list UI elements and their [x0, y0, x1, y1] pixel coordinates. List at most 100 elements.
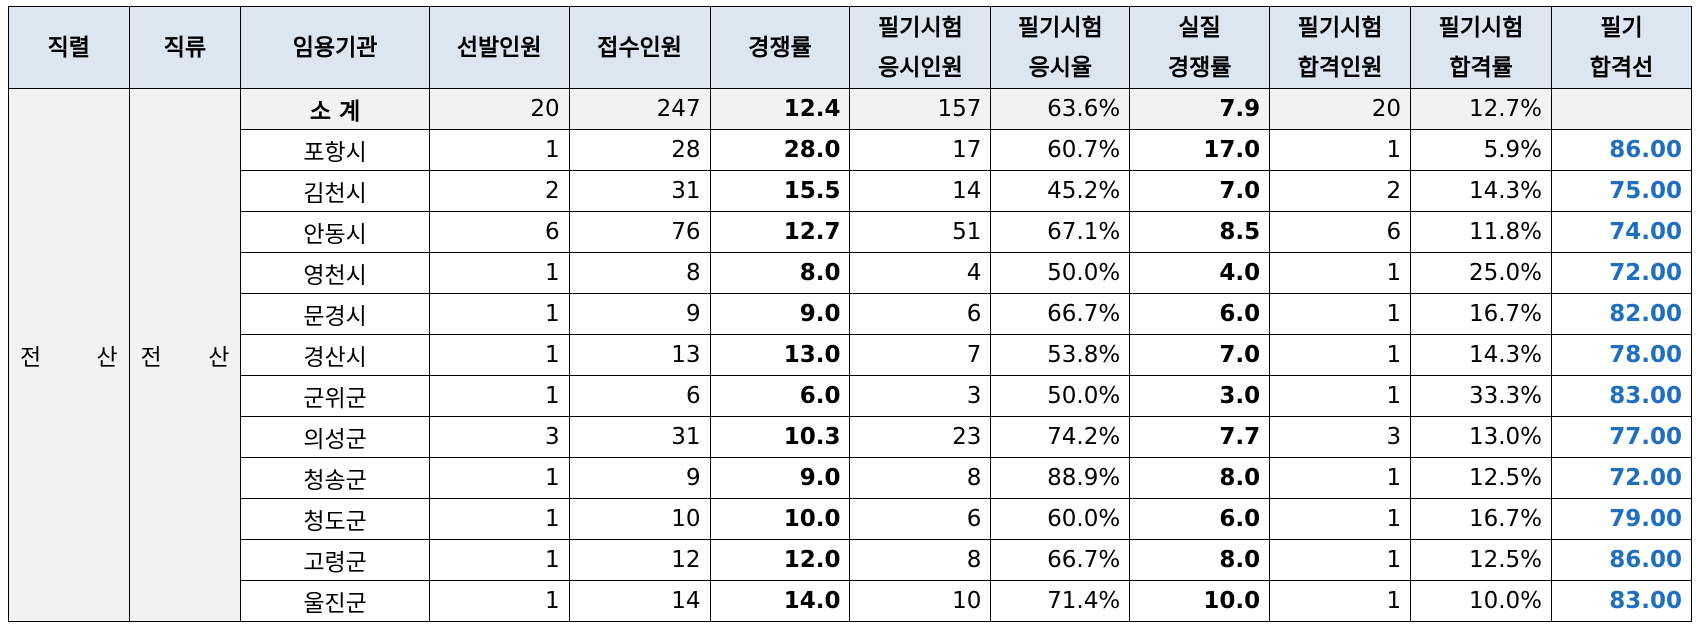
exam-takers-cell: 23: [849, 416, 992, 458]
selected-cell: 1: [428, 539, 570, 581]
cutoff-cell: 86.00: [1551, 129, 1692, 171]
header-passed: 필기시험 합격인원: [1269, 6, 1412, 89]
take-rate-cell: 66.7%: [990, 293, 1131, 335]
table-row: 경산시 1 13 13.0 7 53.8% 7.0 1 14.3% 78.00: [9, 334, 1692, 376]
pass-rate-cell: 16.7%: [1410, 293, 1553, 335]
header-agency-line: 임용기관: [292, 34, 378, 61]
selected-cell: 1: [428, 580, 570, 622]
real-ratio-cell: 7.9: [1129, 88, 1271, 130]
applicants-cell: 13: [568, 334, 711, 376]
passed-cell: 1: [1269, 252, 1412, 294]
ratio-cell: 28.0: [709, 129, 851, 171]
applicants-cell: 12: [568, 539, 711, 581]
exam-takers-cell: 8: [849, 457, 992, 499]
table-row: 고령군 1 12 12.0 8 66.7% 8.0 1 12.5% 86.00: [9, 539, 1692, 581]
agency-cell: 소 계: [240, 88, 430, 130]
header-series-line: 직렬: [47, 34, 90, 61]
cutoff-cell: 72.00: [1551, 252, 1692, 294]
passed-cell: 1: [1269, 539, 1412, 581]
table-row: 의성군 3 31 10.3 23 74.2% 7.7 3 13.0% 77.00: [9, 416, 1692, 458]
real-ratio-cell: 17.0: [1129, 129, 1271, 171]
exam-takers-cell: 3: [849, 375, 992, 417]
selected-cell: 1: [428, 334, 570, 376]
table-row: 군위군 1 6 6.0 3 50.0% 3.0 1 33.3% 83.00: [9, 375, 1692, 417]
agency-cell: 의성군: [240, 416, 430, 458]
header-real-ratio-line: 실질: [1178, 14, 1221, 41]
header-exam-takers-line: 응시인원: [878, 54, 963, 81]
agency-cell: 경산시: [240, 334, 430, 376]
cutoff-cell: 82.00: [1551, 293, 1692, 335]
header-cutoff-line: 필기: [1600, 14, 1643, 41]
header-selected-line: 선발인원: [456, 34, 542, 61]
pass-rate-cell: 25.0%: [1410, 252, 1553, 294]
exam-takers-cell: 51: [849, 211, 992, 253]
selected-cell: 1: [428, 457, 570, 499]
passed-cell: 3: [1269, 416, 1412, 458]
header-category: 직류: [128, 6, 242, 89]
recruitment-results-table: 직렬 직류 임용기관 선발인원 접수인원 경쟁률 필기시험 응시인원 필기시험 응시율 실질 경쟁률 필…: [8, 6, 1692, 622]
ratio-cell: 9.0: [709, 457, 851, 499]
header-row: 직렬 직류 임용기관 선발인원 접수인원 경쟁률 필기시험 응시인원 필기시험 응시율 실질 경쟁률 필…: [8, 6, 1692, 89]
pass-rate-cell: 13.0%: [1410, 416, 1553, 458]
cutoff-cell: [1551, 88, 1692, 130]
real-ratio-cell: 7.7: [1129, 416, 1271, 458]
ratio-cell: 9.0: [709, 293, 851, 335]
take-rate-cell: 53.8%: [990, 334, 1131, 376]
passed-cell: 20: [1269, 88, 1412, 130]
selected-cell: 1: [428, 129, 570, 171]
exam-takers-cell: 6: [849, 498, 992, 540]
header-exam-takers: 필기시험 응시인원: [849, 6, 992, 89]
applicants-cell: 9: [568, 457, 711, 499]
applicants-cell: 31: [568, 416, 711, 458]
table-row: 포항시 1 28 28.0 17 60.7% 17.0 1 5.9% 86.00: [9, 129, 1692, 171]
applicants-cell: 76: [568, 211, 711, 253]
pass-rate-cell: 14.3%: [1410, 334, 1553, 376]
series-cell-char: 전: [20, 345, 42, 371]
take-rate-cell: 50.0%: [990, 375, 1131, 417]
pass-rate-cell: 12.7%: [1410, 88, 1553, 130]
passed-cell: 6: [1269, 211, 1412, 253]
exam-takers-cell: 17: [849, 129, 992, 171]
cutoff-cell: 83.00: [1551, 375, 1692, 417]
applicants-cell: 28: [568, 129, 711, 171]
table-row: 김천시 2 31 15.5 14 45.2% 7.0 2 14.3% 75.00: [9, 170, 1692, 212]
exam-takers-cell: 10: [849, 580, 992, 622]
take-rate-cell: 74.2%: [990, 416, 1131, 458]
table-row: 청도군 1 10 10.0 6 60.0% 6.0 1 16.7% 79.00: [9, 498, 1692, 540]
real-ratio-cell: 4.0: [1129, 252, 1271, 294]
take-rate-cell: 63.6%: [990, 88, 1131, 130]
table-row: 문경시 1 9 9.0 6 66.7% 6.0 1 16.7% 82.00: [9, 293, 1692, 335]
pass-rate-cell: 5.9%: [1410, 129, 1553, 171]
real-ratio-cell: 10.0: [1129, 580, 1271, 622]
pass-rate-cell: 10.0%: [1410, 580, 1553, 622]
applicants-cell: 31: [568, 170, 711, 212]
exam-takers-cell: 6: [849, 293, 992, 335]
real-ratio-cell: 8.0: [1129, 457, 1271, 499]
applicants-cell: 10: [568, 498, 711, 540]
agency-cell: 문경시: [240, 293, 430, 335]
real-ratio-cell: 7.0: [1129, 334, 1271, 376]
cutoff-cell: 77.00: [1551, 416, 1692, 458]
header-pass-rate-line: 필기시험: [1438, 14, 1524, 41]
passed-cell: 1: [1269, 580, 1412, 622]
real-ratio-cell: 3.0: [1129, 375, 1271, 417]
selected-cell: 6: [428, 211, 570, 253]
take-rate-cell: 66.7%: [990, 539, 1131, 581]
ratio-cell: 12.0: [709, 539, 851, 581]
real-ratio-cell: 6.0: [1129, 293, 1271, 335]
real-ratio-cell: 8.0: [1129, 539, 1271, 581]
applicants-cell: 8: [568, 252, 711, 294]
applicants-cell: 14: [568, 580, 711, 622]
header-applicants-line: 접수인원: [597, 34, 682, 61]
take-rate-cell: 67.1%: [990, 211, 1131, 253]
table-row: 안동시 6 76 12.7 51 67.1% 8.5 6 11.8% 74.00: [9, 211, 1692, 253]
header-ratio: 경쟁률: [709, 6, 851, 89]
selected-cell: 1: [428, 375, 570, 417]
selected-cell: 3: [428, 416, 570, 458]
agency-cell: 고령군: [240, 539, 430, 581]
table-row: 청송군 1 9 9.0 8 88.9% 8.0 1 12.5% 72.00: [9, 457, 1692, 499]
take-rate-cell: 45.2%: [990, 170, 1131, 212]
cutoff-cell: 86.00: [1551, 539, 1692, 581]
agency-cell: 군위군: [240, 375, 430, 417]
passed-cell: 2: [1269, 170, 1412, 212]
